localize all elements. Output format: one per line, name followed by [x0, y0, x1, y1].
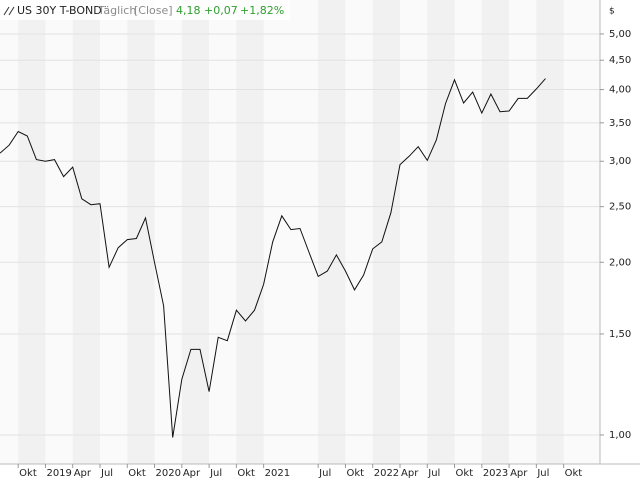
x-tick-label: 2020 [156, 468, 181, 479]
band [536, 0, 564, 464]
band [318, 0, 346, 464]
y-tick-label: 3,00 [609, 156, 631, 167]
band [372, 0, 400, 464]
chart-title: US 30Y T-BOND [17, 4, 102, 17]
x-tick-label: Jul [209, 468, 222, 479]
band [72, 0, 100, 464]
price-line [0, 78, 546, 438]
band [481, 0, 510, 464]
y-tick-label: 5,00 [609, 29, 631, 40]
x-tick-label: Jul [427, 468, 440, 479]
x-tick-label: 2022 [374, 468, 399, 479]
y-tick-label: 1,00 [609, 430, 631, 441]
y-tick-label: 4,50 [609, 55, 631, 66]
x-tick-label: Apr [401, 468, 419, 479]
x-tick-label: 2023 [483, 468, 508, 479]
band [127, 0, 155, 464]
band [236, 0, 264, 464]
last-value: 4,18 [176, 4, 201, 17]
change-percent: +1,82% [240, 4, 284, 17]
band [181, 0, 210, 464]
grid [0, 33, 600, 436]
plot-background [0, 0, 600, 464]
y-tick-label: 1,50 [609, 329, 631, 340]
x-tick-label: Okt [346, 468, 364, 479]
x-tick-label: Jul [100, 468, 113, 479]
x-tick-label: Apr [183, 468, 201, 479]
band [427, 0, 455, 464]
x-tick-label: Okt [237, 468, 255, 479]
x-tick-label: Apr [74, 468, 92, 479]
x-tick-label: Jul [318, 468, 331, 479]
x-tick-label: Okt [19, 468, 37, 479]
y-tick-label: 2,50 [609, 202, 631, 213]
x-tick-label: Okt [565, 468, 583, 479]
x-tick-label: Jul [536, 468, 549, 479]
unit-label: $ [609, 7, 615, 17]
y-tick-label: 3,50 [609, 118, 631, 129]
plot [0, 78, 546, 438]
y-tick-label: 2,00 [609, 257, 631, 268]
x-tick-label: Apr [510, 468, 528, 479]
mode: [Close] [134, 4, 173, 17]
header-background [0, 0, 290, 20]
change: +0,07 [204, 4, 238, 17]
band [18, 0, 46, 464]
interval: Täglich [97, 4, 136, 17]
x-tick-label: Okt [128, 468, 146, 479]
chart-icon [3, 6, 15, 16]
x-tick-label: Okt [456, 468, 474, 479]
y-tick-label: 4,00 [609, 85, 631, 96]
x-tick-label: 2021 [265, 468, 290, 479]
x-tick-label: 2019 [46, 468, 71, 479]
